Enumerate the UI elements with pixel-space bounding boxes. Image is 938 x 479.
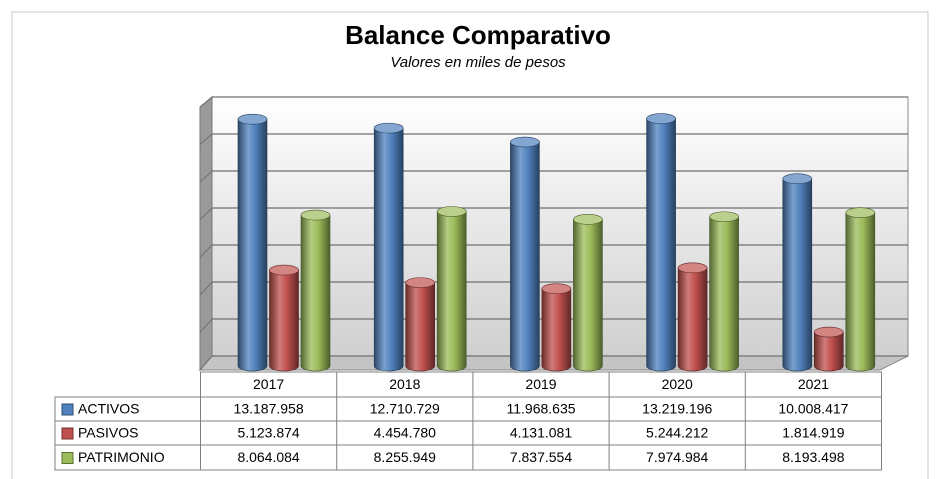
- bar-top: [373, 122, 404, 134]
- bar: [677, 267, 708, 372]
- bar: [814, 331, 844, 372]
- bar: [510, 141, 540, 372]
- table-value: 8.255.949: [374, 449, 436, 465]
- grid-line-side: [199, 244, 213, 258]
- grid-line-side: [199, 96, 213, 108]
- table-value: 13.187.958: [234, 401, 304, 417]
- table-value: 13.219.196: [642, 401, 712, 417]
- bar: [845, 212, 876, 372]
- table-value: 10.008.417: [778, 401, 848, 417]
- table-value: 1.814.919: [782, 425, 844, 441]
- bar: [782, 178, 813, 372]
- bar: [573, 219, 603, 372]
- bar-top: [709, 211, 739, 223]
- bar-top: [573, 214, 603, 225]
- table-value: 7.974.984: [646, 449, 708, 465]
- table-value: 4.454.780: [374, 425, 436, 441]
- bar-top: [541, 283, 572, 294]
- bars: [237, 113, 876, 372]
- grid-line-side: [199, 207, 213, 221]
- bar-top: [237, 113, 268, 125]
- legend-label: PASIVOS: [78, 425, 138, 441]
- bar-top: [782, 173, 813, 184]
- legend-label: PATRIMONIO: [78, 449, 165, 465]
- legend-label: ACTIVOS: [78, 401, 139, 417]
- bar: [373, 127, 404, 372]
- x-tick-label: 2019: [525, 376, 556, 392]
- grid-line-side: [199, 318, 213, 333]
- table-value: 8.193.498: [782, 449, 844, 465]
- grid-line-side: [199, 133, 213, 145]
- x-tick-label: 2020: [662, 376, 693, 392]
- bar-top: [845, 207, 876, 218]
- bar: [300, 214, 331, 372]
- bar: [541, 288, 572, 372]
- table-value: 7.837.554: [510, 449, 572, 465]
- bar-top: [436, 206, 467, 217]
- bar-top: [813, 326, 844, 338]
- bar: [237, 118, 268, 372]
- x-tick-label: 2021: [798, 376, 829, 392]
- table-body-frame: [54, 396, 882, 471]
- data-table: 2017 2018 2019 2020 2021 ACTIVOS 13.187.958 12.…: [54, 371, 882, 471]
- x-tick-label: 2018: [389, 376, 420, 392]
- legend-key: [61, 452, 74, 464]
- bar-top: [405, 277, 436, 288]
- bar: [269, 269, 299, 372]
- bar: [405, 282, 435, 372]
- legend-key: [61, 427, 74, 440]
- bar: [436, 211, 467, 372]
- bar-top: [510, 136, 540, 148]
- grid-line-side: [199, 355, 213, 371]
- bar-top: [269, 264, 299, 276]
- chart-subtitle: Valores en miles de pesos: [390, 54, 566, 71]
- side-wall: [199, 95, 213, 372]
- bar-top: [300, 209, 331, 221]
- bar: [709, 216, 739, 372]
- bar-top: [677, 262, 708, 274]
- table-value: 4.131.081: [510, 425, 572, 441]
- chart-title: Balance Comparativo: [345, 20, 611, 50]
- table-value: 12.710.729: [370, 401, 440, 417]
- table-value: 5.123.874: [237, 425, 299, 441]
- bar: [646, 118, 676, 372]
- x-tick-label: 2017: [253, 376, 284, 392]
- table-value: 8.064.084: [237, 449, 299, 465]
- chart-frame: [11, 11, 929, 479]
- table-value: 11.968.635: [506, 401, 575, 417]
- legend-key: [61, 403, 74, 416]
- table-value: 5.244.212: [646, 425, 708, 441]
- grid-line-side: [199, 281, 213, 296]
- bar-top: [646, 113, 676, 124]
- grid-line-side: [199, 170, 213, 183]
